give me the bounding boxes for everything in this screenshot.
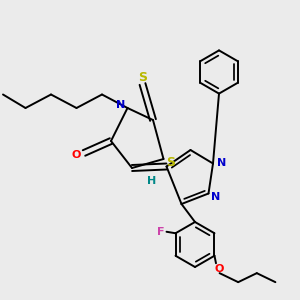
Text: H: H <box>147 176 156 186</box>
Text: N: N <box>217 158 226 169</box>
Text: S: S <box>138 71 147 84</box>
Text: N: N <box>116 100 125 110</box>
Text: N: N <box>212 191 221 202</box>
Text: O: O <box>72 149 81 160</box>
Text: O: O <box>214 264 224 274</box>
Text: F: F <box>158 227 165 237</box>
Text: S: S <box>166 155 175 169</box>
